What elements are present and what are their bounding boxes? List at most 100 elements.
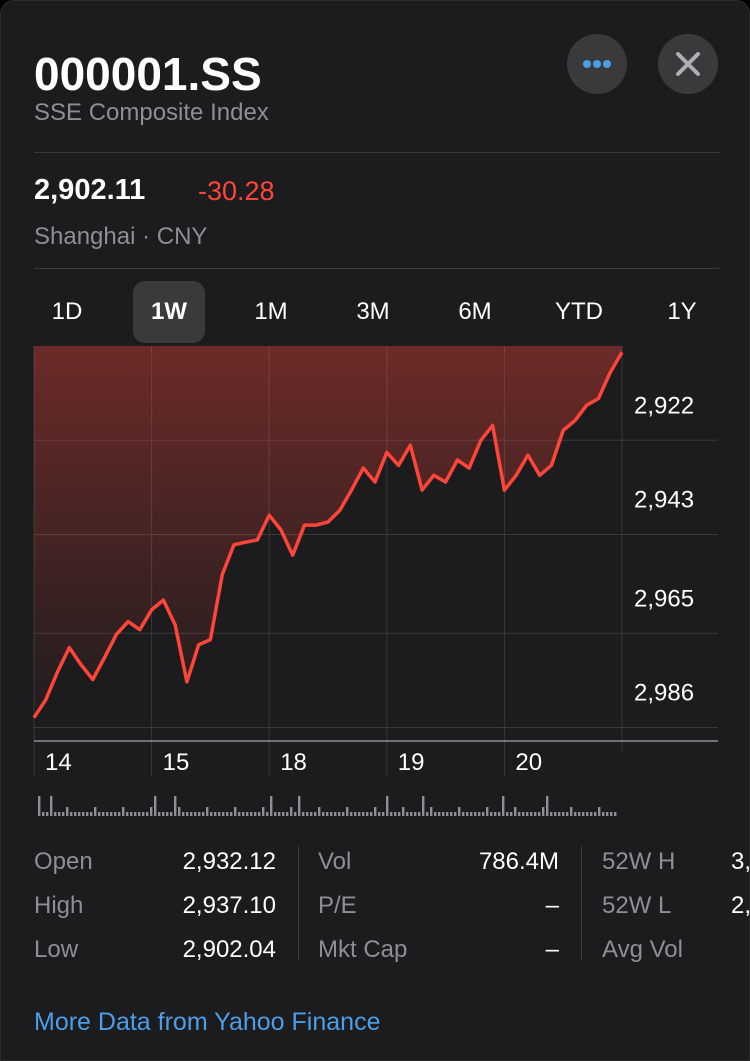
y-tick-label: 2,986: [634, 680, 694, 707]
yahoo-link[interactable]: More Data from Yahoo Finance: [34, 1008, 381, 1036]
volume-bar: [562, 812, 565, 816]
volume-bar: [546, 796, 549, 816]
volume-bar: [594, 812, 597, 816]
volume-bar: [286, 812, 289, 816]
volume-bar: [70, 812, 73, 816]
volume-bar: [538, 812, 541, 816]
volume-bar: [570, 807, 573, 816]
volume-bar: [326, 812, 329, 816]
volume-bar: [406, 812, 409, 816]
close-button[interactable]: [658, 34, 718, 94]
area: [34, 346, 622, 718]
volume-bar: [574, 812, 577, 816]
volume-bar: [370, 812, 373, 816]
volume-bar: [122, 807, 125, 816]
range-tab[interactable]: 1W: [133, 281, 205, 343]
volume-bar: [158, 812, 161, 816]
volume-bar: [38, 796, 41, 816]
volume-bar: [238, 812, 241, 816]
price-change: -30.28: [198, 176, 275, 206]
range-tab[interactable]: 6M: [458, 298, 492, 325]
volume-bar: [226, 812, 229, 816]
volume-bar: [578, 812, 581, 816]
volume-bar: [242, 812, 245, 816]
range-tab[interactable]: 1Y: [667, 298, 697, 325]
volume-bar: [598, 807, 601, 816]
stat-label: Open: [34, 848, 93, 875]
stat-label: Low: [34, 936, 79, 963]
stat-value: 2,932.12: [182, 848, 276, 875]
volume-bar: [206, 807, 209, 816]
volume-bar: [490, 812, 493, 816]
volume-bar: [486, 807, 489, 816]
symbol: 000001.SS: [34, 48, 262, 100]
volume-bar: [586, 812, 589, 816]
volume-bar: [458, 807, 461, 816]
volume-bar: [398, 812, 401, 816]
volume-bar: [430, 807, 433, 816]
more-button[interactable]: [567, 34, 627, 94]
volume-bar: [522, 812, 525, 816]
range-tab[interactable]: 3M: [356, 298, 390, 325]
volume-bar: [330, 812, 333, 816]
volume-bar: [294, 812, 297, 816]
volume-bar: [94, 807, 97, 816]
volume-bar: [54, 812, 57, 816]
volume-bar: [394, 812, 397, 816]
volume-bar: [426, 812, 429, 816]
volume-bar: [194, 812, 197, 816]
volume-bar: [558, 812, 561, 816]
volume-bar: [526, 812, 529, 816]
volume-bar: [182, 812, 185, 816]
stat-value: –: [545, 936, 559, 963]
volume-bar: [118, 812, 121, 816]
volume-bar: [218, 812, 221, 816]
volume-bar: [186, 812, 189, 816]
volume-bar: [366, 812, 369, 816]
volume-bar: [446, 812, 449, 816]
volume-bar: [434, 812, 437, 816]
volume-bar: [234, 807, 237, 816]
volume-bar: [266, 812, 269, 816]
range-tab[interactable]: YTD: [555, 298, 603, 325]
volume-bar: [262, 807, 265, 816]
volume-bar: [410, 812, 413, 816]
volume-bar: [478, 812, 481, 816]
volume-bar: [230, 812, 233, 816]
range-tab[interactable]: 1M: [254, 298, 288, 325]
volume-bar: [386, 796, 389, 816]
volume-bar: [318, 807, 321, 816]
volume-bar: [442, 812, 445, 816]
volume-bar: [278, 812, 281, 816]
volume-bar: [198, 812, 201, 816]
volume-bar: [474, 812, 477, 816]
range-tab[interactable]: 1D: [51, 298, 83, 325]
volume-bar: [66, 807, 69, 816]
volume-bar: [282, 812, 285, 816]
stat-label: 52W L: [602, 892, 672, 919]
exchange: Shanghai · CNY: [34, 223, 208, 250]
volume-bar: [254, 812, 257, 816]
volume-bar: [310, 812, 313, 816]
stat-label: Vol: [318, 848, 352, 875]
volume-bar: [126, 812, 129, 816]
volume-bar: [290, 807, 293, 816]
stat-value: 2,937.10: [182, 892, 276, 919]
volume-bar: [250, 812, 253, 816]
volume-bar: [606, 812, 609, 816]
volume-bar: [590, 812, 593, 816]
divider: [34, 152, 719, 153]
stat-label: 52W H: [602, 848, 676, 875]
volume-bar: [494, 812, 497, 816]
volume-bar: [42, 812, 45, 816]
stat-value: –: [545, 892, 559, 919]
volume-bar: [390, 812, 393, 816]
stat-value: 786.4M: [478, 848, 559, 875]
x-tick-label: 18: [280, 749, 307, 776]
volume-bar: [138, 812, 141, 816]
volume-bar: [362, 812, 365, 816]
volume-bar: [46, 812, 49, 816]
volume-bar: [62, 812, 65, 816]
volume-bar: [150, 807, 153, 816]
